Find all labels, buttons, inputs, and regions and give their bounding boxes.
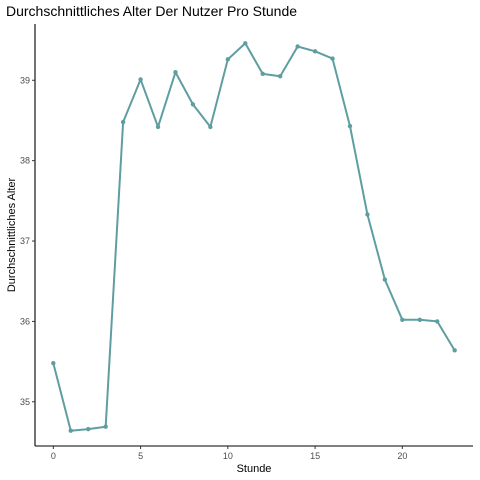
data-point xyxy=(190,102,196,107)
data-point xyxy=(86,426,91,432)
data-point xyxy=(365,212,370,217)
data-point xyxy=(208,124,213,130)
data-points xyxy=(51,41,457,433)
x-tick-label: 5 xyxy=(138,451,143,461)
data-point xyxy=(243,41,248,46)
x-tick-label: 15 xyxy=(310,451,320,461)
y-tick-label: 36 xyxy=(20,316,30,326)
data-point xyxy=(138,77,143,82)
data-point xyxy=(452,348,457,353)
y-tick-label: 35 xyxy=(20,397,30,407)
data-point xyxy=(312,49,318,54)
chart-title: Durchschnittliches Alter Der Nutzer Pro … xyxy=(6,3,297,19)
data-point xyxy=(155,124,161,130)
data-point xyxy=(330,56,335,61)
data-point xyxy=(277,74,283,79)
data-point xyxy=(382,277,388,282)
x-axis-ticks: 0 5 10 15 20 xyxy=(51,446,407,461)
y-axis-title: Durchschnittliches Alter xyxy=(6,178,18,293)
x-tick-label: 20 xyxy=(397,451,407,461)
y-tick-label: 39 xyxy=(20,75,30,85)
data-point xyxy=(295,44,300,49)
data-point xyxy=(347,123,353,129)
y-tick-label: 38 xyxy=(20,156,30,166)
axes xyxy=(34,24,473,447)
y-axis-ticks: 35 36 37 38 39 xyxy=(20,75,35,407)
data-point xyxy=(260,71,265,77)
data-point xyxy=(68,428,73,433)
data-point xyxy=(225,57,231,62)
y-tick-label: 37 xyxy=(20,236,30,246)
series-average-age xyxy=(52,42,456,432)
x-tick-label: 0 xyxy=(51,451,56,461)
data-point xyxy=(435,319,440,324)
data-point xyxy=(103,424,108,429)
x-axis-title: Stunde xyxy=(237,463,272,475)
data-point xyxy=(120,119,126,125)
data-point xyxy=(51,361,56,366)
data-point xyxy=(173,70,178,75)
series-line xyxy=(52,42,456,432)
data-point xyxy=(417,317,422,323)
data-point xyxy=(400,317,405,323)
x-tick-label: 10 xyxy=(223,451,233,461)
